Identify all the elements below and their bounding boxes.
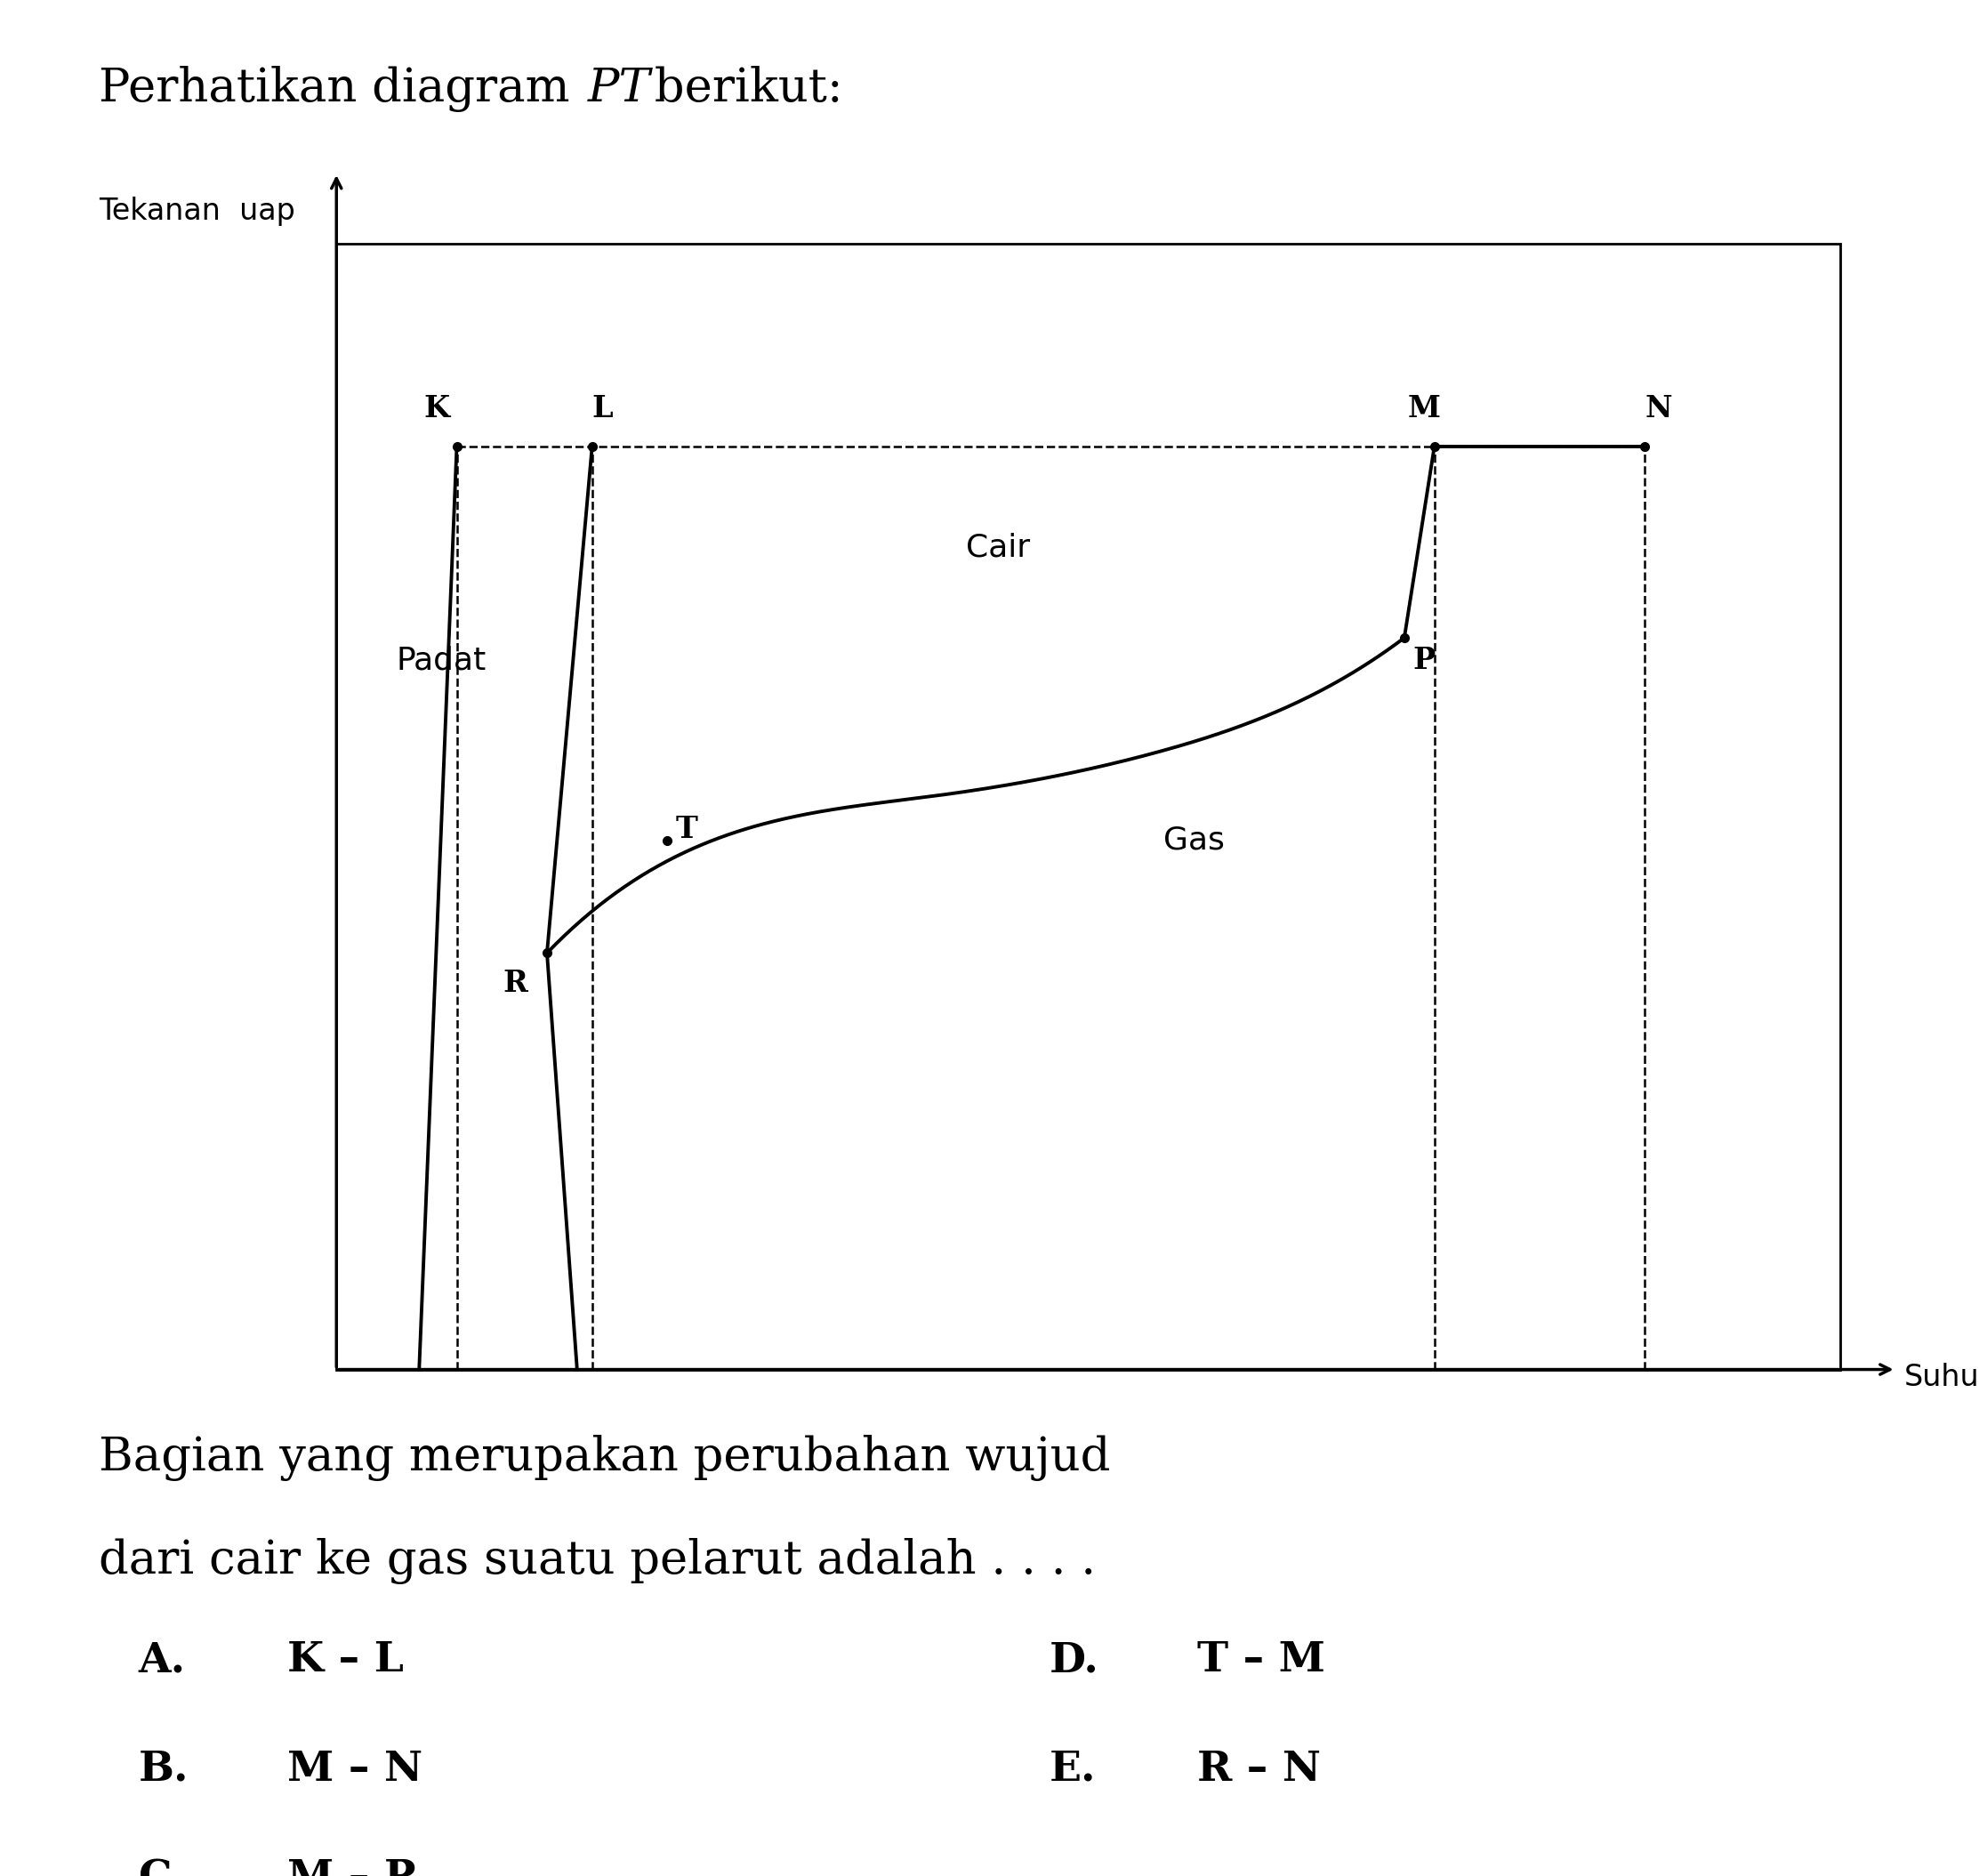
Text: D.: D. bbox=[1049, 1640, 1098, 1681]
Text: T – M: T – M bbox=[1197, 1640, 1326, 1681]
Text: C.: C. bbox=[139, 1857, 186, 1876]
Text: Suhu: Suhu bbox=[1904, 1362, 1979, 1392]
Text: Cair: Cair bbox=[966, 533, 1031, 563]
Text: P: P bbox=[1413, 645, 1435, 675]
Text: M – N: M – N bbox=[287, 1748, 422, 1790]
Text: PT: PT bbox=[588, 66, 651, 111]
Text: R: R bbox=[503, 968, 528, 998]
Text: Gas: Gas bbox=[1164, 825, 1225, 855]
Text: Tekanan  uap: Tekanan uap bbox=[99, 197, 295, 227]
Text: Perhatikan diagram: Perhatikan diagram bbox=[99, 66, 586, 113]
Text: Bagian yang merupakan perubahan wujud: Bagian yang merupakan perubahan wujud bbox=[99, 1435, 1110, 1482]
Text: L: L bbox=[592, 394, 613, 424]
Text: M: M bbox=[1407, 394, 1441, 424]
Text: T: T bbox=[677, 814, 699, 844]
Text: A.: A. bbox=[139, 1640, 186, 1681]
Text: K – L: K – L bbox=[287, 1640, 404, 1681]
Text: berikut:: berikut: bbox=[639, 66, 843, 111]
Text: K: K bbox=[424, 394, 449, 424]
Text: E.: E. bbox=[1049, 1748, 1096, 1790]
Text: R – N: R – N bbox=[1197, 1748, 1320, 1790]
Text: dari cair ke gas suatu pelarut adalah . . . .: dari cair ke gas suatu pelarut adalah . … bbox=[99, 1538, 1096, 1585]
Text: M – P: M – P bbox=[287, 1857, 416, 1876]
Text: Padat: Padat bbox=[396, 645, 487, 675]
Text: N: N bbox=[1645, 394, 1672, 424]
Text: B.: B. bbox=[139, 1748, 188, 1790]
